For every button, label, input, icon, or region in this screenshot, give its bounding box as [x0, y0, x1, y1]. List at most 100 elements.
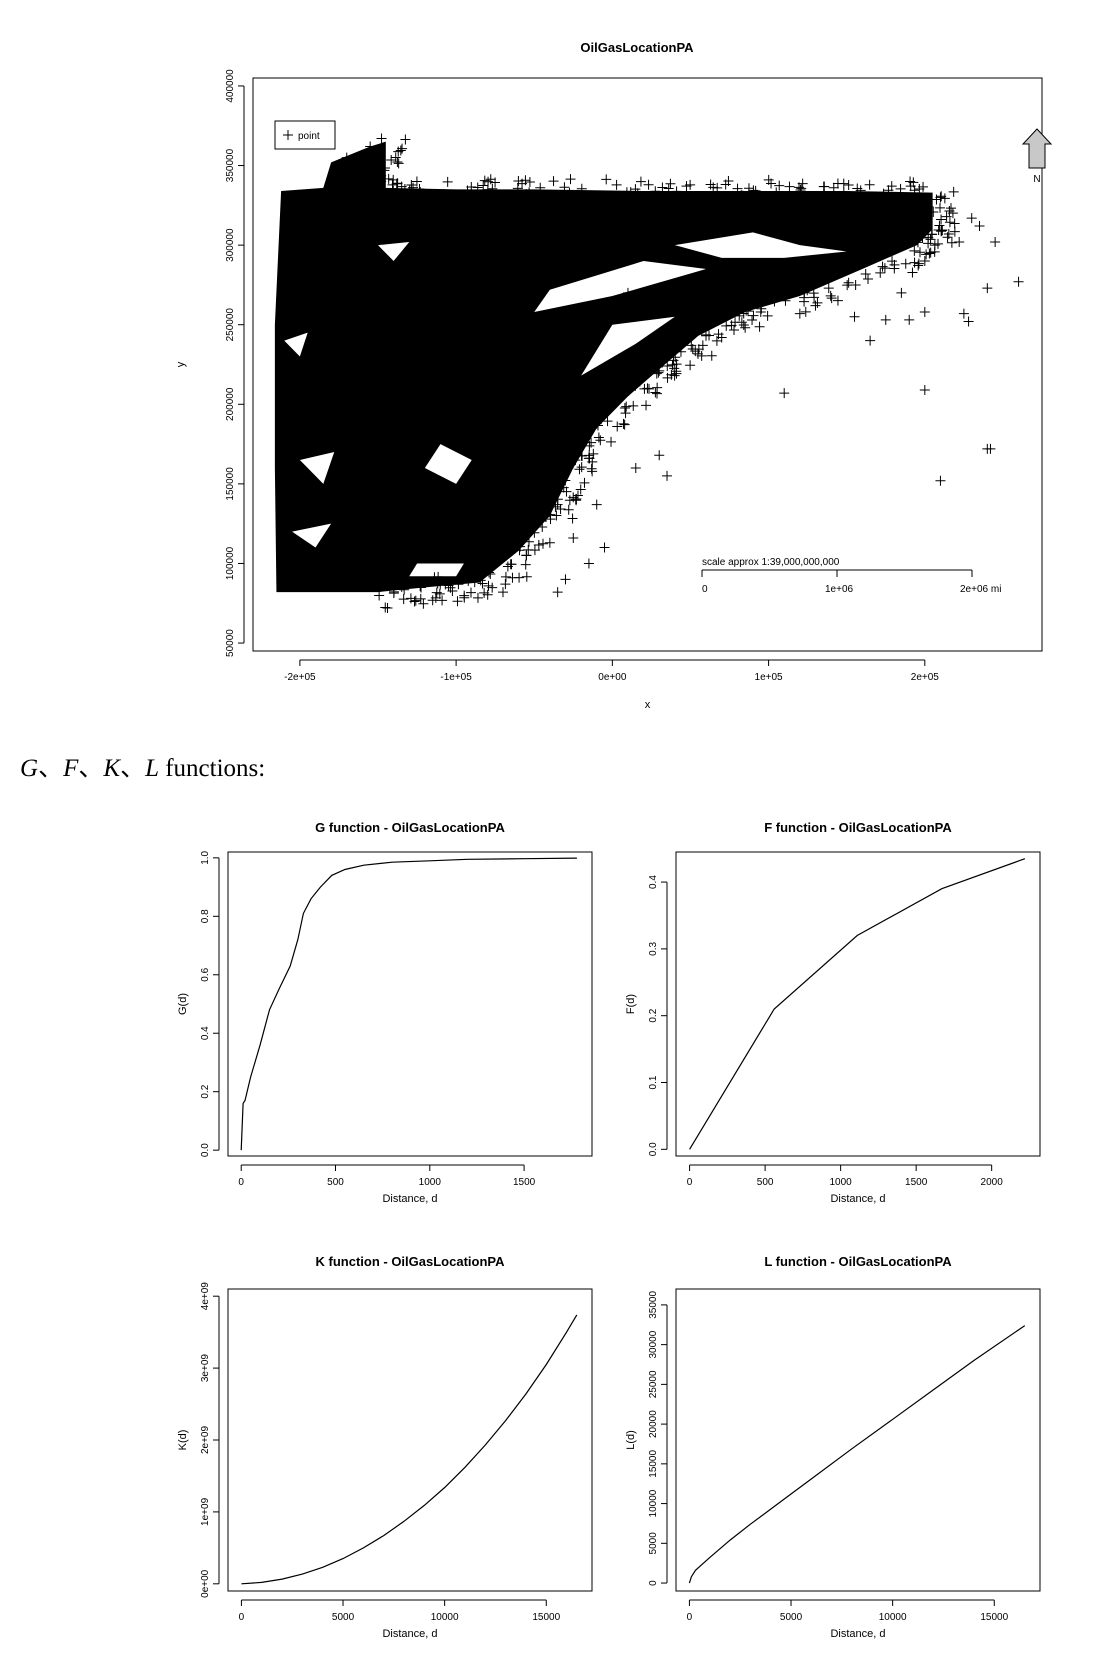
x-tick-label: 1500 [513, 1177, 536, 1188]
north-label: N [1033, 174, 1040, 185]
scatter-point [561, 486, 572, 497]
scatter-point [794, 308, 805, 319]
scatter-point [756, 297, 767, 308]
north-arrow-icon [1021, 128, 1053, 169]
x-tick-label: -1e+05 [440, 672, 472, 683]
scatter-point [654, 365, 665, 376]
y-tick-label: 25000 [648, 1370, 659, 1398]
x-tick-label: 0e+00 [598, 672, 627, 683]
scatter-point [769, 296, 780, 307]
x-tick-label: 2000 [981, 1177, 1004, 1188]
scatter-point [373, 189, 384, 200]
x-tick-label: 15000 [980, 1612, 1008, 1623]
y-tick-label: 4e+09 [200, 1282, 211, 1311]
y-axis: 0 5000 10000 15000 20000 25000 30000 35000 L(d) [625, 1291, 668, 1586]
scatter-point [484, 567, 495, 578]
scatter-point [409, 596, 420, 607]
chart-title: OilGasLocationPA [580, 40, 694, 55]
scatter-point [721, 320, 732, 331]
x-tick-label: 0 [687, 1177, 693, 1188]
scatter-point [586, 463, 597, 474]
scatter-point [482, 184, 493, 195]
scatter-point [958, 308, 969, 319]
scatter-point [632, 188, 643, 199]
scatter-point [743, 183, 754, 194]
scatter-point [716, 332, 727, 343]
scatter-point [963, 316, 974, 327]
scatter-point [570, 455, 581, 466]
scatter-point [550, 501, 561, 512]
heading-l: L [145, 755, 159, 782]
scatter-point [387, 179, 398, 190]
y-tick-label: 0.6 [200, 967, 211, 981]
scatter-point [630, 462, 641, 473]
y-axis: 0.0 0.1 0.2 0.3 0.4 F(d) [625, 875, 668, 1156]
y-tick-label: 0e+00 [200, 1569, 211, 1598]
scatter-point [397, 189, 408, 200]
scatter-point [935, 475, 946, 486]
scatter-point [520, 559, 531, 570]
x-axis: 0 5000 10000 15000 Distance, d [239, 1599, 561, 1640]
scatter-point [459, 590, 470, 601]
scatter-point [579, 477, 590, 488]
scatter-point [774, 285, 785, 296]
scatter-point [563, 195, 574, 206]
scatter-point [907, 267, 918, 278]
scatter-point [843, 277, 854, 288]
y-tick-label: 0.0 [200, 1143, 211, 1157]
scale-bar-title: scale approx 1:39,000,000,000 [702, 557, 840, 568]
scatter-point [578, 432, 589, 443]
scatter-point [529, 527, 540, 538]
cluster-gap [534, 261, 707, 312]
scatter-point [747, 315, 758, 326]
scatter-point [800, 306, 811, 317]
scatter-point [623, 385, 634, 396]
scatter-point [505, 559, 516, 570]
scatter-point [643, 179, 654, 190]
scale-bar-tick-label: 2e+06 mi [960, 584, 1001, 595]
scatter-point [514, 545, 525, 556]
scatter-point [802, 285, 813, 296]
scatter-point [592, 420, 603, 431]
scatter-point [539, 198, 550, 209]
scatter-point [487, 183, 498, 194]
scatter-point [408, 182, 419, 193]
scatter-point [842, 280, 853, 291]
scatter-point [397, 143, 408, 154]
scatter-point [650, 387, 661, 398]
scatter-point [887, 256, 898, 267]
plot-frame [227, 1288, 593, 1592]
scatter-point [552, 587, 563, 598]
scatter-point [690, 346, 701, 357]
scatter-point [665, 178, 676, 189]
scatter-point [574, 464, 585, 475]
y-axis-label: K(d) [177, 1430, 189, 1451]
north-arrow: N [1021, 128, 1053, 185]
series-line [688, 1325, 1026, 1584]
x-axis: -2e+05 -1e+05 0e+00 1e+05 2e+05 x [284, 659, 939, 711]
y-tick-label: 10000 [648, 1489, 659, 1517]
scatter-point [569, 193, 580, 204]
scatter-point [523, 536, 534, 547]
scatter-point [563, 504, 574, 515]
scatter-point [379, 163, 390, 174]
scatter-point [429, 199, 440, 210]
y-tick-label: 30000 [648, 1330, 659, 1358]
scatter-point [954, 236, 965, 247]
scatter-point [990, 236, 1001, 247]
scatter-point [1013, 276, 1024, 287]
scatter-point [849, 311, 860, 322]
heading-sep: 、 [38, 755, 64, 782]
scatter-point [896, 287, 907, 298]
scatter-point [400, 134, 411, 145]
scatter-point [365, 141, 376, 152]
scatter-point [641, 400, 652, 411]
scatter-point [591, 418, 602, 429]
scale-bar-tick-label: 0 [702, 584, 708, 595]
scatter-point [909, 185, 920, 196]
scatter-point [779, 388, 790, 399]
scatter-point [601, 174, 612, 185]
scatter-point [469, 577, 480, 588]
x-axis-label: Distance, d [382, 1628, 437, 1640]
scatter-point [917, 195, 928, 206]
